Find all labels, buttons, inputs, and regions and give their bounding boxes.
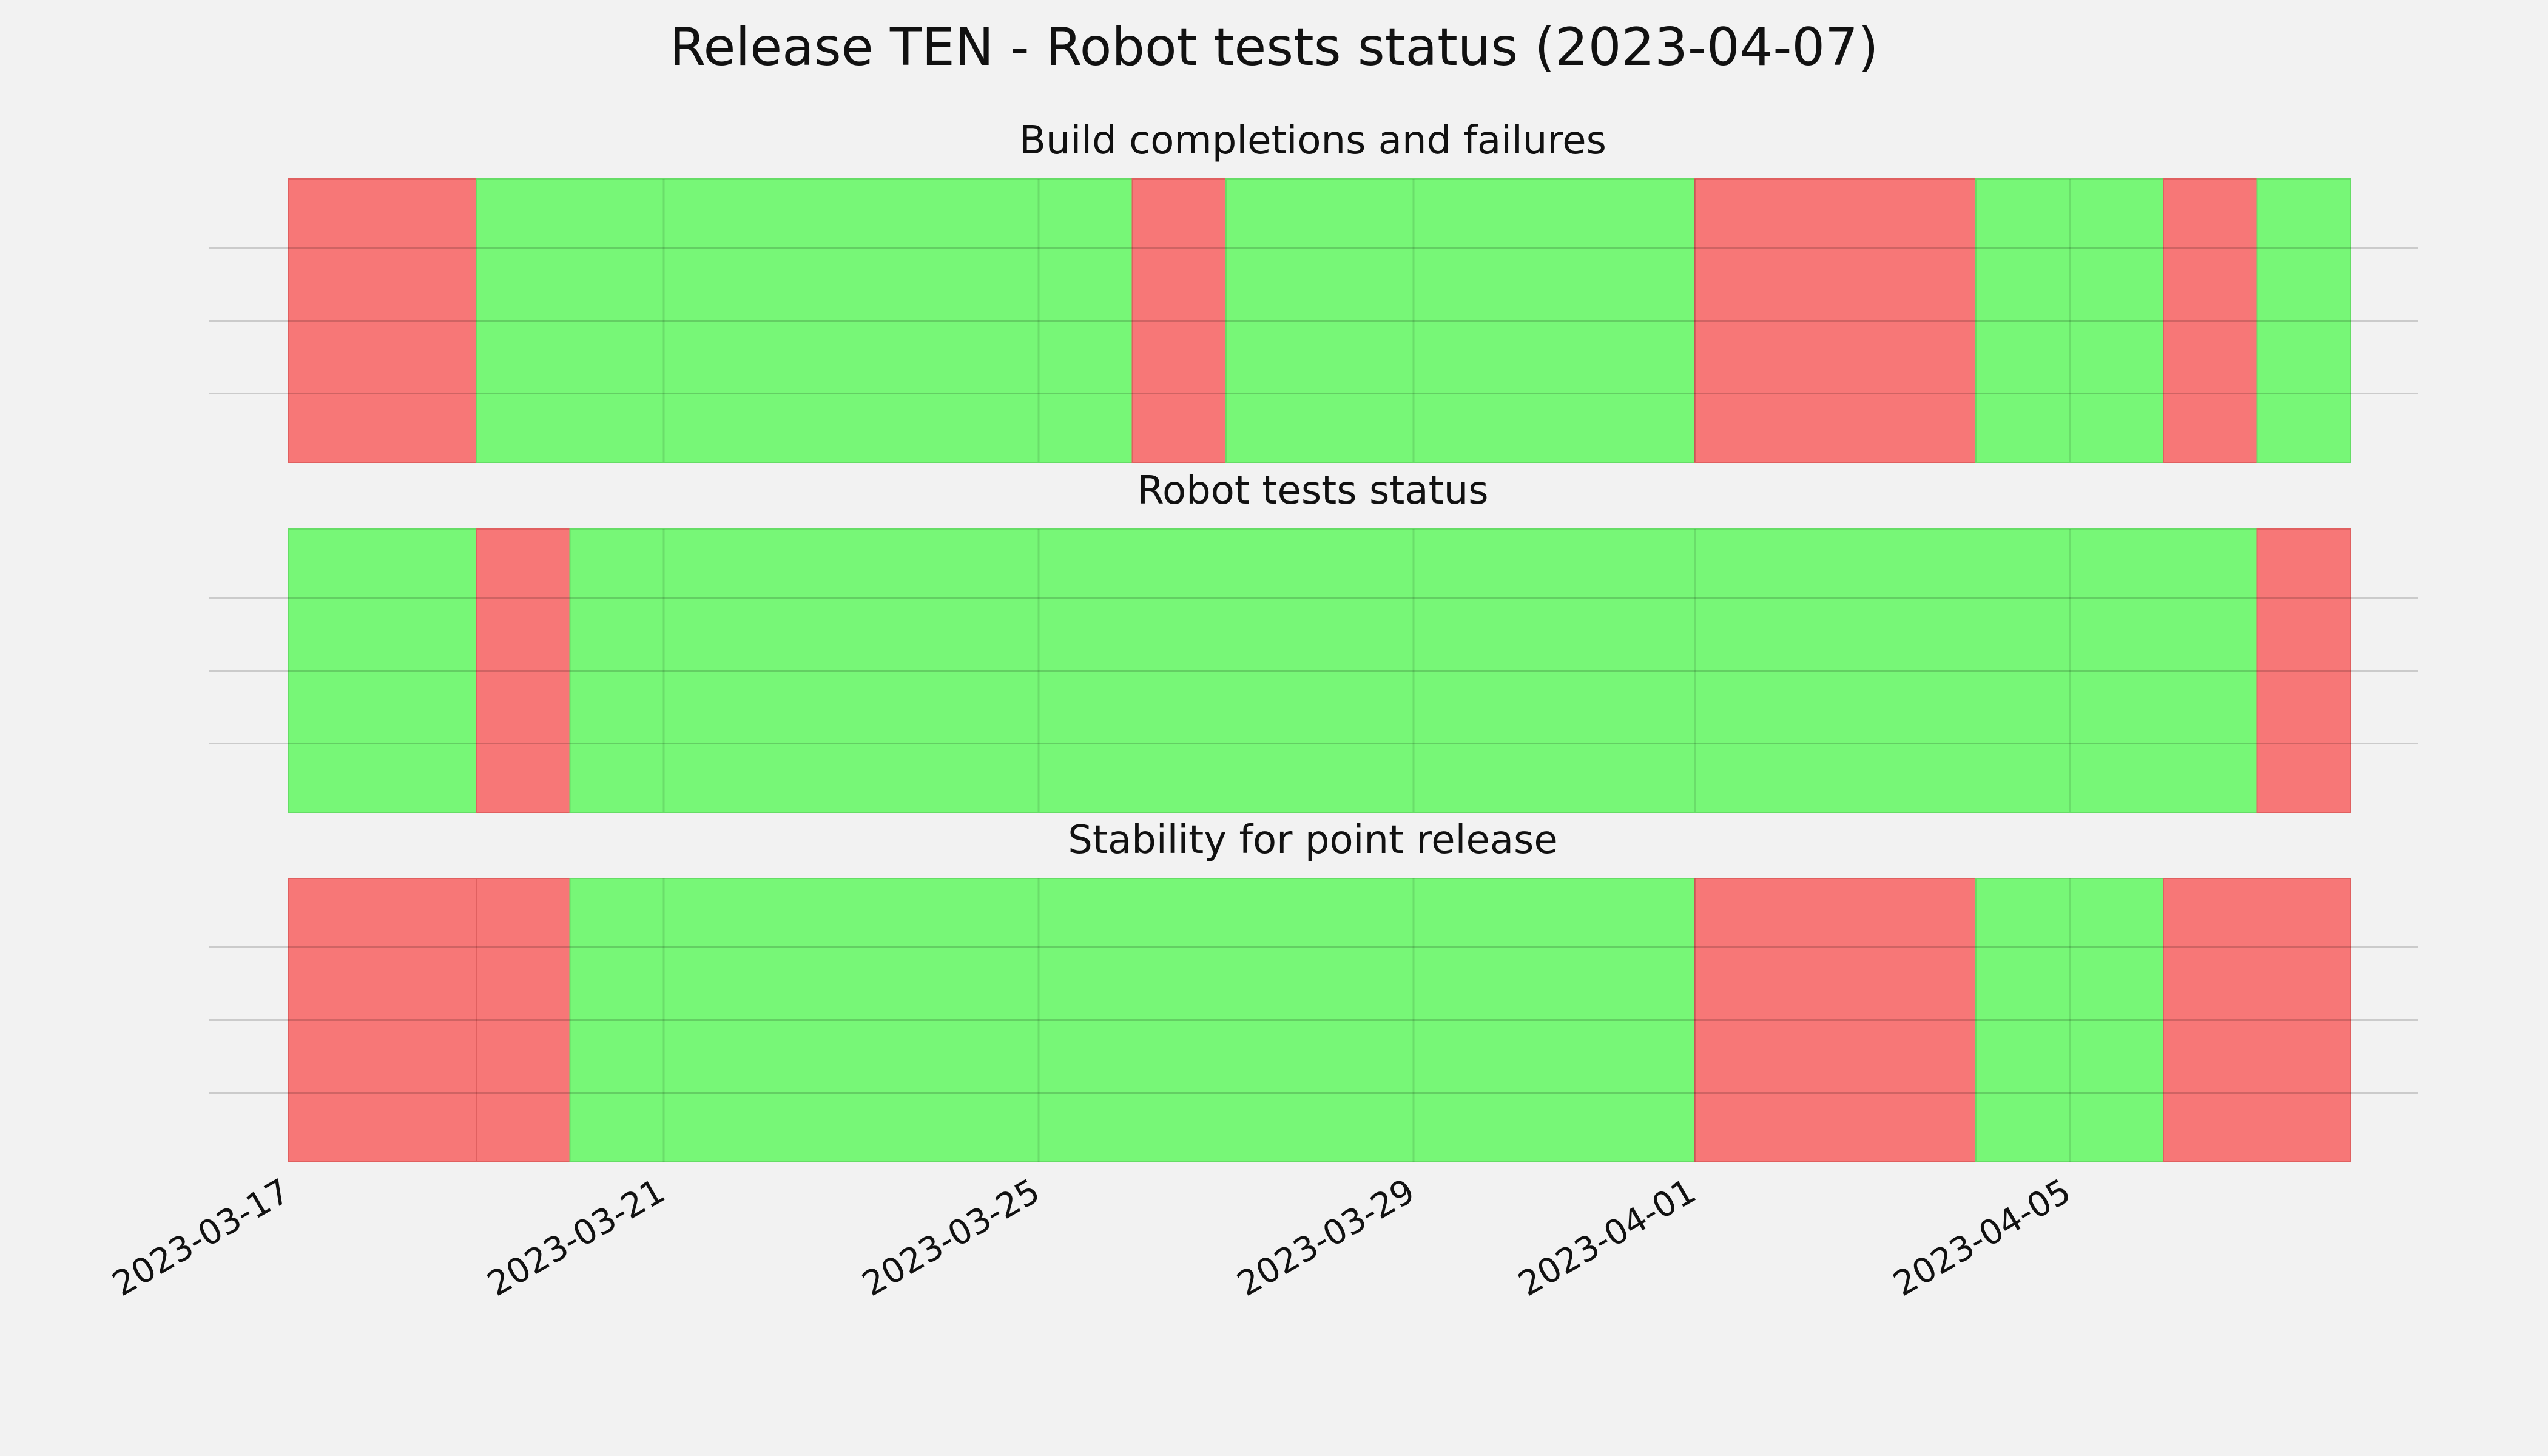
segment-pass: [1975, 178, 2164, 463]
panels-group: Build completions and failures Robot test…: [209, 118, 2418, 1162]
x-tick-label: 2023-03-21: [481, 1171, 672, 1304]
segment-fail: [1131, 178, 1227, 463]
segment-pass: [1975, 878, 2164, 1162]
segment-fail: [2256, 528, 2351, 813]
panel-3: Stability for point release: [209, 818, 2418, 1162]
segment-fail: [476, 528, 571, 813]
chart-title: Release TEN - Robot tests status (2023-0…: [670, 17, 1879, 78]
x-tick-label: 2023-04-05: [1887, 1171, 2077, 1304]
segment-pass: [569, 878, 1696, 1162]
segment-pass: [569, 528, 2258, 813]
panel-title: Robot tests status: [1137, 468, 1488, 513]
segment-fail: [2163, 878, 2351, 1162]
panel-title: Stability for point release: [1068, 818, 1558, 863]
panel-title: Build completions and failures: [1019, 118, 1606, 163]
panel-2: Robot tests status: [209, 468, 2418, 813]
segment-pass: [288, 528, 477, 813]
segment-pass: [476, 178, 1133, 463]
panel-1: Build completions and failures: [209, 118, 2418, 463]
x-tick-labels: 2023-03-17 2023-03-21 2023-03-25 2023-03-29…: [106, 1171, 2078, 1304]
segment-fail: [1694, 878, 1977, 1162]
x-tick-label: 2023-03-17: [106, 1171, 297, 1304]
segment-pass: [1225, 178, 1696, 463]
x-tick-label: 2023-04-01: [1512, 1171, 1702, 1304]
x-tick-label: 2023-03-29: [1231, 1171, 1421, 1304]
segment-fail: [476, 878, 571, 1162]
x-tick-label: 2023-03-25: [856, 1171, 1046, 1304]
segment-pass: [2256, 178, 2351, 463]
segment-fail: [288, 178, 477, 463]
